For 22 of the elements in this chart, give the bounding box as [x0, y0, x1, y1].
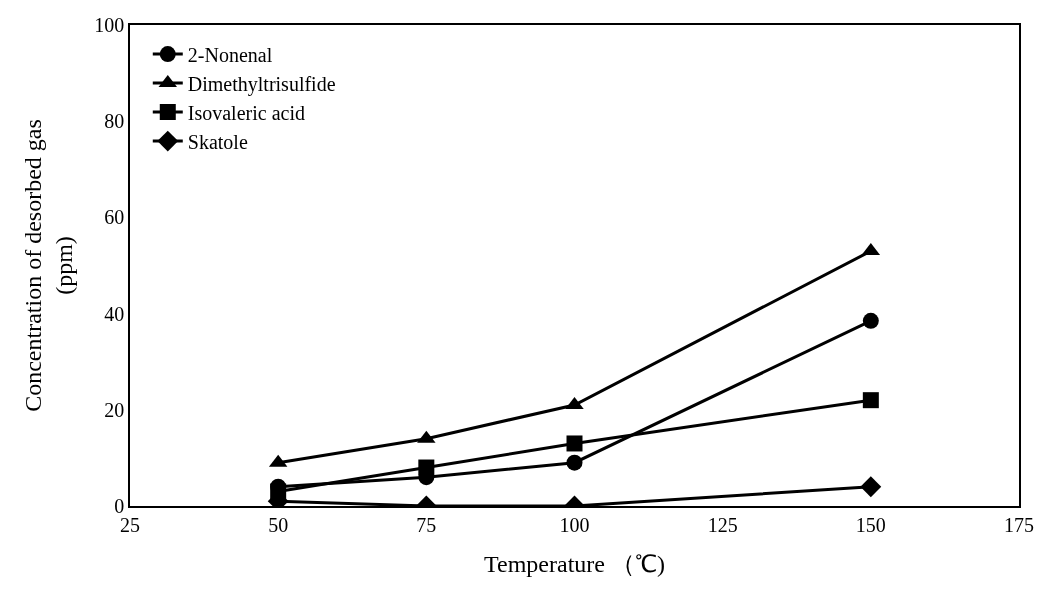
legend-label: Isovaleric acid: [187, 101, 305, 124]
x-tick-label: 175: [1004, 513, 1034, 536]
y-axis-title: Concentration of desorbed gas (ppm): [19, 119, 77, 412]
legend-label: Skatole: [187, 130, 248, 153]
x-tick-label: 150: [855, 513, 886, 536]
y-tick-label: 60: [104, 206, 125, 229]
x-tick-label: 125: [707, 513, 738, 536]
point: [566, 454, 583, 471]
x-tick-label: 100: [559, 513, 590, 536]
y-tick-label: 80: [104, 110, 125, 133]
point: [862, 392, 879, 409]
y-tick-label: 20: [104, 398, 125, 421]
legend-label: Dimethyltrisulfide: [187, 72, 336, 96]
legend-label: 2-Nonenal: [187, 43, 273, 66]
y-tick-label: 100: [94, 14, 125, 36]
point: [860, 476, 882, 498]
x-tick-label: 75: [416, 513, 437, 536]
point: [566, 435, 583, 452]
y-tick-label: 40: [104, 302, 125, 325]
point: [862, 312, 879, 329]
x-axis-title: Temperature （℃): [484, 550, 665, 577]
x-tick-label: 50: [268, 513, 289, 536]
